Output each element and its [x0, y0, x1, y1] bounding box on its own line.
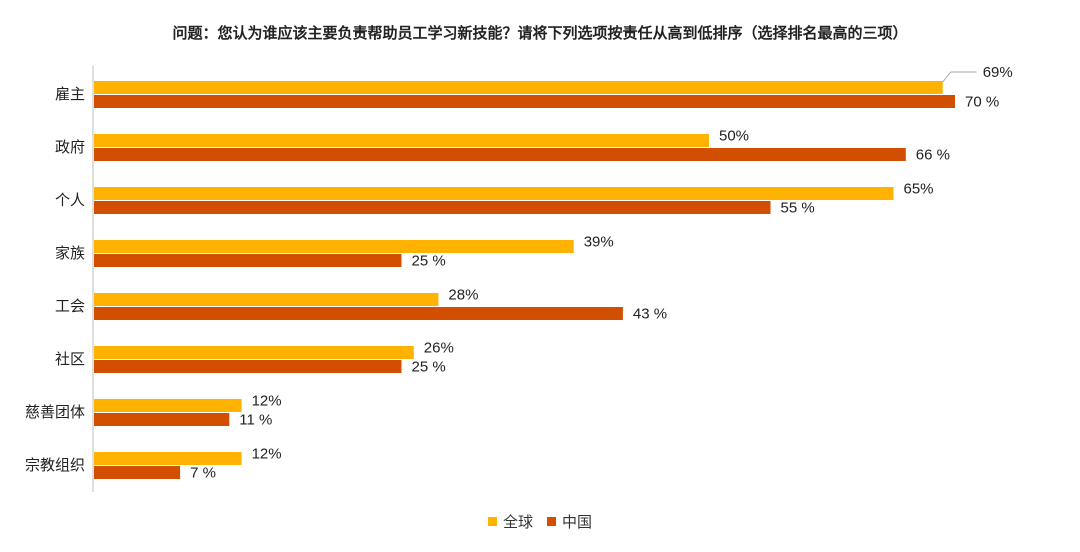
value-label-china: 70 % — [965, 94, 999, 111]
category-label: 社区 — [55, 350, 85, 368]
value-label-global: 50% — [719, 128, 749, 145]
bar-global — [94, 187, 894, 200]
bar-china — [94, 95, 955, 108]
value-label-global: 12% — [252, 446, 282, 463]
value-label-china: 11 % — [239, 412, 272, 429]
category-label: 家族 — [55, 244, 85, 262]
legend-swatch-global — [487, 517, 497, 526]
bar-global — [94, 293, 439, 306]
category-label: 工会 — [55, 297, 85, 315]
bar-china — [94, 254, 402, 267]
legend-item-china: 中国 — [547, 511, 592, 532]
bar-china — [94, 307, 623, 320]
value-label-global: 65% — [904, 181, 934, 198]
value-label-global: 12% — [252, 393, 282, 410]
value-label-china: 55 % — [781, 200, 815, 217]
bar-global — [94, 399, 242, 412]
legend-label-global: 全球 — [502, 513, 533, 531]
bar-china — [94, 413, 230, 426]
value-label-global: 26% — [424, 340, 454, 357]
label-leader-line — [942, 71, 952, 83]
value-label-global: 39% — [584, 234, 614, 251]
bar-china — [94, 201, 771, 214]
legend-swatch-china — [547, 517, 556, 526]
legend: 全球 中国 — [0, 511, 1080, 532]
bar-china — [94, 360, 402, 373]
value-label-china: 7 % — [190, 465, 216, 482]
category-label: 雇主 — [55, 85, 85, 103]
category-label: 宗教组织 — [25, 456, 85, 474]
value-label-global: 69% — [983, 64, 1013, 81]
bar-china — [94, 466, 181, 479]
bars-group — [94, 81, 955, 479]
bar-global — [94, 134, 709, 147]
value-label-china: 25 % — [412, 253, 446, 270]
bar-china — [94, 148, 906, 161]
bar-global — [94, 240, 574, 253]
bar-global — [94, 346, 414, 359]
value-label-china: 25 % — [412, 359, 446, 376]
legend-item-global: 全球 — [487, 511, 533, 532]
category-label: 个人 — [55, 191, 85, 209]
value-label-global: 28% — [448, 287, 478, 304]
value-label-china: 43 % — [633, 306, 667, 323]
chart-title: 问题：您认为谁应该主要负责帮助员工学习新技能？请将下列选项按责任从高到低排序（选… — [172, 24, 908, 42]
value-labels: 69%70 %50%66 %65%55 %39%25 %28%43 %26%25… — [190, 64, 1013, 482]
bar-global — [94, 81, 943, 94]
category-label: 慈善团体 — [25, 403, 85, 421]
bar-global — [94, 452, 242, 465]
category-label: 政府 — [55, 138, 85, 156]
value-label-china: 66 % — [916, 147, 950, 164]
legend-label-china: 中国 — [562, 513, 593, 531]
